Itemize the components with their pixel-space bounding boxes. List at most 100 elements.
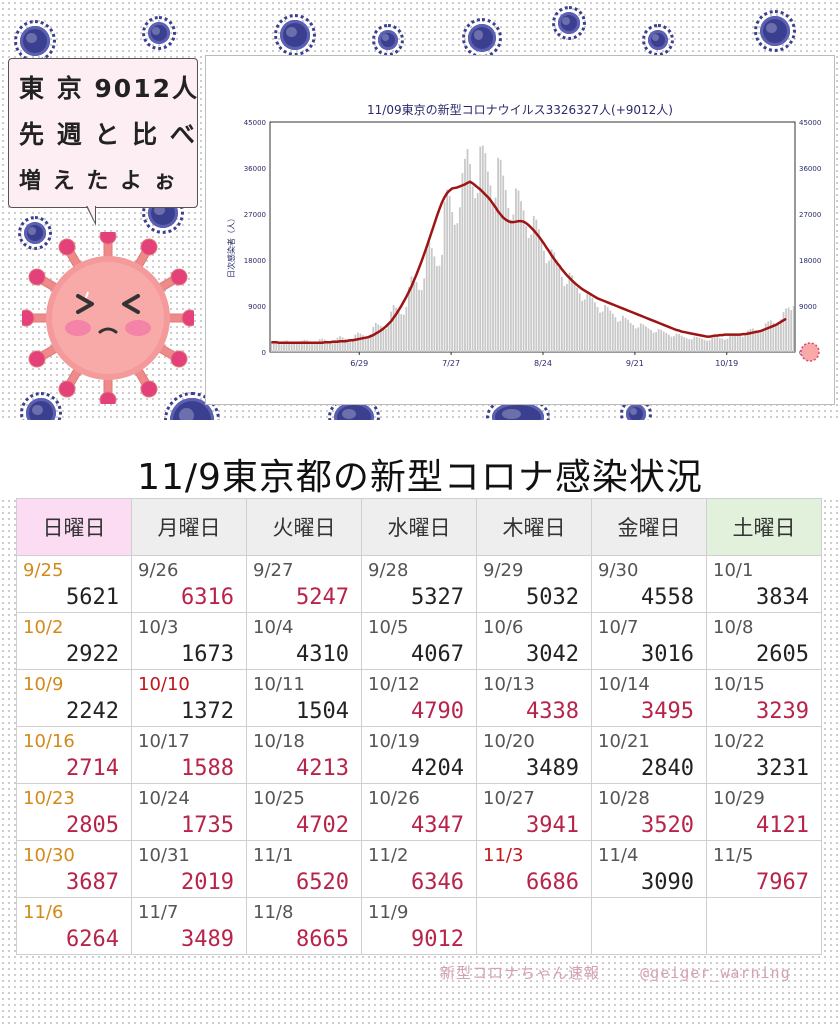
daily-cases-bar: [433, 256, 436, 352]
day-cell: 10/13 4338: [476, 669, 592, 727]
daily-cases-bar: [532, 216, 535, 352]
daily-cases-bar: [308, 341, 311, 352]
daily-cases-bar: [382, 328, 385, 352]
day-case-count: 4067: [411, 642, 464, 667]
day-cell: 11/2 6346: [361, 840, 477, 898]
week-row: 10/23 2805 10/24 1735 10/25 4702 10/26 4347 10/2…: [16, 783, 822, 841]
day-cell: 10/21 2840: [591, 726, 707, 784]
day-case-count: 4121: [756, 813, 809, 838]
day-date: 10/14: [598, 674, 650, 695]
day-cell: 10/1 3834: [706, 555, 822, 613]
daily-cases-bar: [306, 340, 308, 352]
daily-cases-bar: [708, 340, 711, 352]
day-case-count: 4790: [411, 699, 464, 724]
day-cell: 9/28 5327: [361, 555, 477, 613]
day-date: 10/26: [368, 788, 420, 809]
daily-cases-bar: [517, 190, 520, 352]
day-case-count: 3489: [181, 927, 234, 952]
day-cell: 10/6 3042: [476, 612, 592, 670]
daily-cases-bar: [662, 331, 665, 352]
virus-icon: [642, 24, 674, 56]
day-cell: 10/2 2922: [16, 612, 132, 670]
day-case-count: 3495: [641, 699, 694, 724]
speech-bubble: 東 京 9012人 先 週 と 比 べ 増 え た よ ぉ: [8, 58, 198, 208]
daily-cases-bar: [329, 341, 331, 352]
daily-cases-bar: [344, 338, 347, 352]
day-cell: 10/25 4702: [246, 783, 362, 841]
plot-frame: [269, 121, 796, 353]
daily-cases-bar: [290, 342, 293, 352]
daily-cases-bar: [785, 308, 787, 352]
calendar-body: 9/25 5621 9/26 6316 9/27 5247 9/28 5327 9/29 5032…: [16, 555, 822, 955]
daily-cases-bar: [527, 238, 530, 352]
line-chart: 11/09東京の新型コロナウイルス3326327人(+9012人) 日次感染者（…: [226, 102, 821, 368]
day-case-count: 6346: [411, 870, 464, 895]
day-cell: 10/11 1504: [246, 669, 362, 727]
day-date: 10/18: [253, 731, 305, 752]
daily-cases-bar: [752, 328, 754, 352]
daily-cases-bar: [461, 173, 464, 352]
week-row: 10/16 2714 10/17 1588 10/18 4213 10/19 4204 10/2…: [16, 726, 822, 784]
y-tick-label: 45000: [799, 119, 821, 127]
daily-cases-bar: [645, 326, 647, 352]
day-cell: 10/4 4310: [246, 612, 362, 670]
day-case-count: 8665: [296, 927, 349, 952]
day-date: 10/27: [483, 788, 535, 809]
day-date: 10/4: [253, 617, 294, 638]
line-series: [271, 180, 787, 345]
daily-cases-bar: [782, 312, 785, 352]
day-cell: 9/26 6316: [131, 555, 247, 613]
daily-cases-bar: [436, 266, 438, 352]
daily-cases-bar: [713, 337, 716, 352]
daily-cases-bar: [479, 146, 482, 352]
day-date: 9/26: [138, 560, 179, 581]
speech-bubble-tail-fill: [87, 205, 95, 222]
daily-cases-bar: [272, 342, 275, 352]
y-tick-label: 9000: [799, 303, 817, 311]
calendar-table: 日曜日 月曜日 火曜日 水曜日 木曜日 金曜日 土曜日 9/25 5621 9/26…: [16, 498, 822, 955]
daily-cases-bar: [504, 189, 507, 352]
main-title: 11/9東京都の新型コロナ感染状況: [137, 457, 703, 498]
daily-cases-bar: [280, 344, 283, 352]
daily-cases-bar: [792, 305, 795, 352]
day-cell: 10/3 1673: [131, 612, 247, 670]
day-date: 10/21: [598, 731, 650, 752]
day-date: 9/29: [483, 560, 524, 581]
daily-cases-bar: [614, 317, 617, 352]
title-band: [0, 420, 840, 500]
daily-cases-bar: [670, 336, 673, 352]
daily-cases-bar: [285, 340, 288, 352]
daily-cases-bar: [464, 158, 466, 352]
daily-cases-bar: [568, 272, 571, 352]
daily-cases-bar: [545, 263, 548, 352]
day-cell: 10/27 3941: [476, 783, 592, 841]
day-date: 10/6: [483, 617, 524, 638]
daily-cases-bar: [458, 207, 461, 352]
daily-cases-bar: [553, 252, 556, 352]
daily-cases-bar: [346, 339, 349, 352]
day-date: 10/31: [138, 845, 190, 866]
day-case-count: 1673: [181, 642, 234, 667]
day-case-count: 6264: [66, 927, 119, 952]
day-date: 10/20: [483, 731, 535, 752]
daily-cases-bar: [772, 322, 775, 352]
daily-cases-bar: [509, 219, 512, 352]
daily-cases-bar: [652, 332, 655, 352]
day-cell: 11/3 6686: [476, 840, 592, 898]
daily-cases-bar: [520, 201, 522, 352]
day-date: 11/9: [368, 902, 409, 923]
daily-cases-bar: [543, 250, 545, 352]
day-case-count: 2019: [181, 870, 234, 895]
daily-cases-bar: [690, 339, 693, 352]
day-case-count: 2242: [66, 699, 119, 724]
daily-cases-bar: [410, 276, 413, 352]
daily-cases-bar: [507, 207, 510, 352]
daily-cases-bar: [334, 340, 336, 352]
daily-cases-bar: [759, 332, 762, 352]
daily-cases-bar: [397, 310, 400, 352]
daily-cases-bar: [515, 188, 517, 352]
daily-cases-bar: [392, 304, 395, 352]
week-row: 10/30 3687 10/31 2019 11/1 6520 11/2 6346 11/3 66…: [16, 840, 822, 898]
day-case-count: 3520: [641, 813, 694, 838]
day-case-count: 3834: [756, 585, 809, 610]
